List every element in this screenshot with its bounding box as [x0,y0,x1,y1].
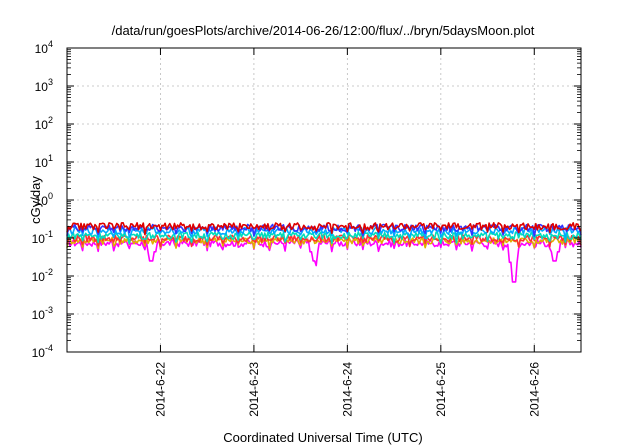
y-tick-label: 10-1 [32,229,53,246]
y-axis-label: cGy/day [28,176,43,224]
x-axis-label: Coordinated Universal Time (UTC) [223,430,422,445]
y-tick-exponent: 1 [48,153,53,163]
y-tick-exponent: 3 [48,77,53,87]
y-tick-exponent: 2 [48,115,53,125]
y-tick-label: 10-3 [32,305,53,322]
y-tick-exponent: -3 [45,305,53,315]
series-line [66,231,582,245]
x-tick-label: 2014-6-26 [527,362,541,417]
series-group [66,222,582,283]
x-tick-label: 2014-6-25 [434,362,448,417]
y-tick-label: 10-2 [32,267,53,284]
y-tick-exponent: 4 [48,39,53,49]
y-tick-label: 100 [35,191,53,208]
x-tick-label: 2014-6-23 [247,362,261,417]
y-tick-label: 10-4 [32,343,53,360]
y-tick-exponent: -1 [45,229,53,239]
y-tick-label: 102 [35,115,53,132]
x-tick-label: 2014-6-22 [153,362,167,417]
x-tick-label: 2014-6-24 [340,362,354,417]
y-tick-exponent: 0 [48,191,53,201]
series-line [66,236,582,250]
y-tick-exponent: -4 [45,343,53,353]
y-tick-label: 101 [35,153,53,170]
series-line [66,222,582,236]
y-tick-label: 103 [35,77,53,94]
y-tick-exponent: -2 [45,267,53,277]
x-axis: 2014-6-22 2014-6-23 2014-6-24 2014-6-25 2014… [153,48,541,417]
y-tick-label: 104 [35,39,53,56]
chart-title: /data/run/goesPlots/archive/2014-06-26/1… [112,23,535,38]
